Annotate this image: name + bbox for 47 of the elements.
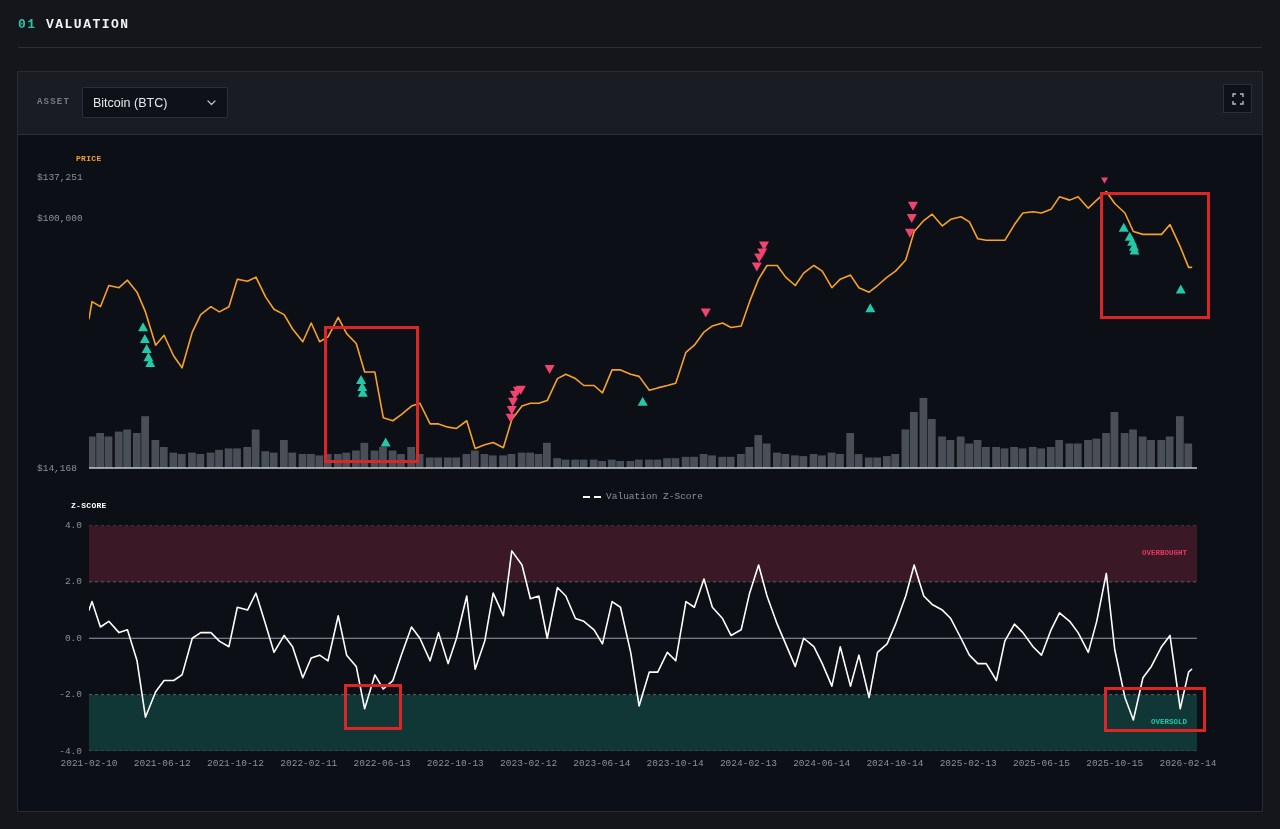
x-tick-label: 2024-06-14 bbox=[793, 758, 851, 769]
point bbox=[138, 322, 149, 332]
point bbox=[904, 228, 915, 238]
point bbox=[141, 344, 152, 354]
x-tick-label: 2026-02-14 bbox=[1159, 758, 1217, 769]
dropdown: Bitcoin (BTC) bbox=[82, 87, 228, 118]
x-tick-label: 2025-10-15 bbox=[1086, 758, 1144, 769]
x-tick-label: 2021-06-12 bbox=[133, 758, 192, 769]
y-tick-label: $137,251 bbox=[37, 172, 83, 183]
text: ASSET bbox=[37, 96, 71, 108]
point bbox=[380, 437, 391, 447]
x-tick-label: 2023-10-14 bbox=[646, 758, 704, 769]
y-tick-label: $14,168 bbox=[37, 462, 78, 474]
x-tick-label: 2021-10-12 bbox=[207, 758, 265, 769]
point bbox=[505, 413, 516, 423]
point bbox=[544, 365, 555, 375]
legend-label: Valuation Z-Score bbox=[606, 491, 703, 502]
point bbox=[700, 308, 711, 318]
y-axis-title: PRICE bbox=[76, 154, 102, 164]
line-series bbox=[89, 550, 1193, 721]
y-tick-label: -2.0 bbox=[59, 689, 83, 701]
point bbox=[506, 405, 517, 415]
y-tick-label: 4.0 bbox=[64, 520, 83, 531]
x-tick-label: 2023-02-12 bbox=[500, 758, 558, 769]
x-tick-label: 2023-06-14 bbox=[573, 758, 631, 769]
x-tick-label: 2025-06-15 bbox=[1012, 758, 1071, 769]
y-axis-title: Z-SCORE bbox=[71, 501, 107, 511]
x-tick-label: 2021-02-10 bbox=[60, 758, 118, 769]
point bbox=[751, 262, 762, 272]
x-tick-label: 2024-02-13 bbox=[719, 758, 778, 769]
point bbox=[139, 334, 150, 344]
y-tick-label: $100,000 bbox=[37, 212, 83, 224]
y-tick-label: -4.0 bbox=[59, 745, 83, 757]
x-tick-label: 2024-10-14 bbox=[866, 758, 924, 769]
x-tick-label: 2025-02-13 bbox=[939, 758, 997, 769]
point bbox=[1118, 222, 1129, 232]
point bbox=[637, 396, 648, 406]
x-tick-label: 2022-02-11 bbox=[280, 758, 338, 769]
chart-title: 01 VALUATION bbox=[18, 17, 130, 32]
point bbox=[356, 374, 367, 384]
x-tick-label: 2022-10-13 bbox=[426, 758, 485, 769]
point bbox=[906, 214, 917, 224]
x-tick-label: 2022-06-13 bbox=[353, 758, 411, 769]
y-tick-label: 2.0 bbox=[64, 576, 83, 588]
point bbox=[865, 303, 876, 313]
y-tick-label: 0.0 bbox=[64, 632, 83, 644]
point bbox=[907, 201, 918, 211]
